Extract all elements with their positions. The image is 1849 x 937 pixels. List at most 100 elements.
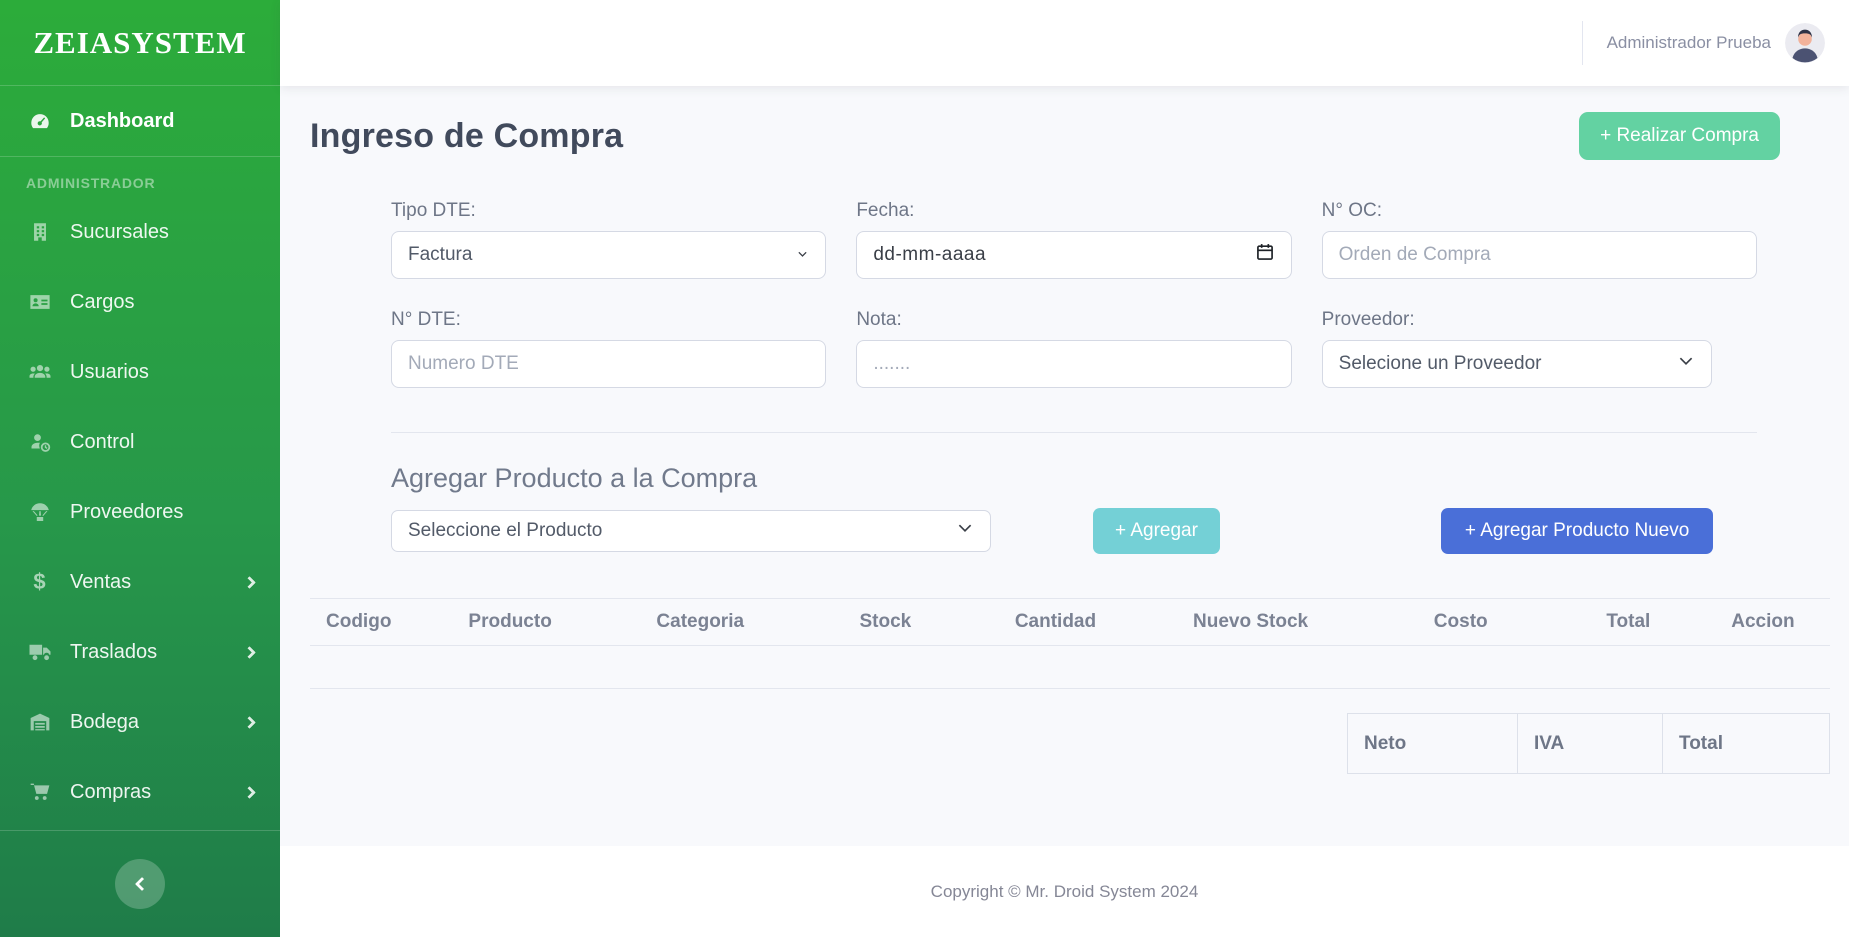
sidebar-section-label: ADMINISTRADOR (26, 175, 156, 191)
copyright-text: Copyright © Mr. Droid System 2024 (930, 881, 1199, 901)
sidebar-item-label: Bodega (70, 710, 139, 733)
dte-field: N° DTE: (391, 309, 827, 388)
building-icon (26, 221, 53, 243)
col-stock: Stock (800, 598, 971, 646)
nota-field: Nota: (856, 309, 1292, 388)
proveedor-value: Selecione un Proveedor (1338, 353, 1542, 374)
topbar-divider (1581, 21, 1583, 65)
empty-cell (310, 645, 1830, 689)
sidebar-item-label: Compras (70, 780, 152, 803)
proveedor-label: Proveedor: (1321, 309, 1415, 330)
agregar-button[interactable]: + Agregar (1093, 508, 1220, 554)
product-select[interactable]: Seleccione el Producto (391, 510, 991, 552)
chevron-down-icon (1677, 352, 1695, 376)
fecha-date-input[interactable]: dd-mm-aaaa (856, 231, 1292, 279)
oc-input[interactable] (1321, 231, 1757, 279)
warehouse-icon (26, 711, 53, 733)
sidebar-item-dashboard[interactable]: Dashboard (0, 86, 280, 157)
dte-label: N° DTE: (391, 309, 461, 330)
sidebar-footer (0, 830, 280, 937)
sidebar-item-cargos[interactable]: Cargos (0, 267, 280, 337)
chevron-down-icon (796, 244, 809, 266)
chevron-down-icon (956, 519, 974, 543)
id-card-icon (26, 291, 53, 313)
col-cantidad: Cantidad (970, 598, 1141, 646)
shopping-cart-icon (26, 781, 53, 803)
calendar-icon[interactable] (1255, 242, 1275, 268)
sidebar-collapse-button[interactable] (115, 859, 165, 909)
oc-label: N° OC: (1321, 200, 1383, 221)
totals-row: Neto IVA Total (1347, 713, 1830, 774)
sidebar-item-ventas[interactable]: $ Ventas (0, 547, 280, 617)
sidebar-item-label: Dashboard (70, 109, 175, 132)
totals-table: Neto IVA Total (1347, 713, 1830, 774)
users-icon (26, 360, 53, 384)
fecha-field: Fecha: dd-mm-aaaa (856, 200, 1292, 279)
main-area: Administrador Prueba Ingreso de Compra +… (280, 0, 1849, 937)
col-categoria: Categoria (600, 598, 801, 646)
sidebar-item-control[interactable]: Control (0, 407, 280, 477)
chevron-right-icon (243, 715, 256, 729)
products-table-header-row: Codigo Producto Categoria Stock Cantidad… (310, 598, 1830, 646)
col-nuevo-stock: Nuevo Stock (1140, 598, 1361, 646)
tipo-dte-value: Factura (408, 244, 473, 265)
add-product-title: Agregar Producto a la Compra (391, 463, 758, 493)
tipo-dte-select[interactable]: Factura (391, 231, 827, 279)
sidebar-item-label: Proveedores (70, 500, 184, 523)
proveedor-field: Proveedor: Selecione un Proveedor (1321, 309, 1757, 388)
sidebar-item-label: Control (70, 430, 135, 453)
total-cell: Total (1662, 713, 1830, 774)
col-codigo: Codigo (310, 598, 421, 646)
purchase-form: Tipo DTE: Factura Fecha: dd-mm-aaaa (391, 200, 1757, 388)
section-divider (391, 432, 1757, 433)
truck-icon (26, 640, 53, 664)
sidebar-item-traslados[interactable]: Traslados (0, 617, 280, 687)
tipo-dte-field: Tipo DTE: Factura (391, 200, 827, 279)
sidebar-item-compras[interactable]: Compras (0, 757, 280, 827)
oc-field: N° OC: (1321, 200, 1757, 279)
footer: Copyright © Mr. Droid System 2024 (280, 846, 1849, 937)
col-total: Total (1560, 598, 1696, 646)
dollar-icon: $ (33, 569, 46, 594)
fecha-label: Fecha: (856, 200, 915, 221)
chevron-left-icon (134, 876, 150, 892)
sidebar-item-label: Traslados (70, 640, 158, 663)
sidebar-item-proveedores[interactable]: Proveedores (0, 477, 280, 547)
product-select-value: Seleccione el Producto (408, 520, 603, 541)
sidebar-item-label: Ventas (70, 570, 132, 593)
products-table-empty-row (310, 645, 1830, 689)
col-producto: Producto (420, 598, 601, 646)
sidebar-item-label: Sucursales (70, 220, 169, 243)
topbar: Administrador Prueba (280, 0, 1849, 86)
nota-input[interactable] (856, 340, 1292, 388)
fecha-placeholder: dd-mm-aaaa (873, 244, 987, 265)
topbar-username: Administrador Prueba (1606, 33, 1771, 52)
dte-input[interactable] (391, 340, 827, 388)
avatar[interactable] (1785, 23, 1825, 63)
sidebar-item-sucursales[interactable]: Sucursales (0, 197, 280, 267)
iva-cell: IVA (1517, 713, 1663, 774)
page-header: Ingreso de Compra + Realizar Compra (310, 112, 1830, 160)
page-content: Ingreso de Compra + Realizar Compra Tipo… (280, 86, 1849, 846)
tipo-dte-label: Tipo DTE: (391, 200, 476, 221)
page-title: Ingreso de Compra (310, 116, 624, 155)
sidebar-item-bodega[interactable]: Bodega (0, 687, 280, 757)
proveedor-select[interactable]: Selecione un Proveedor (1321, 340, 1712, 388)
user-clock-icon (26, 430, 53, 454)
tachometer-icon (26, 110, 53, 132)
sidebar-item-label: Usuarios (70, 360, 149, 383)
col-accion: Accion (1695, 598, 1830, 646)
sidebar: ZEIASYSTEM Dashboard ADMINISTRADOR Sucur… (0, 0, 280, 937)
agregar-producto-nuevo-button[interactable]: + Agregar Producto Nuevo (1440, 508, 1714, 554)
col-costo: Costo (1360, 598, 1561, 646)
chevron-right-icon (243, 785, 256, 799)
realizar-compra-button[interactable]: + Realizar Compra (1579, 112, 1780, 160)
sidebar-item-usuarios[interactable]: Usuarios (0, 337, 280, 407)
chevron-right-icon (243, 575, 256, 589)
brand-logo[interactable]: ZEIASYSTEM (0, 0, 280, 86)
neto-cell: Neto (1347, 713, 1518, 774)
products-table: Codigo Producto Categoria Stock Cantidad… (310, 598, 1830, 689)
add-product-row: Seleccione el Producto + Agregar + Agreg… (391, 508, 1830, 554)
nota-label: Nota: (856, 309, 902, 330)
sidebar-item-label: Cargos (70, 290, 135, 313)
